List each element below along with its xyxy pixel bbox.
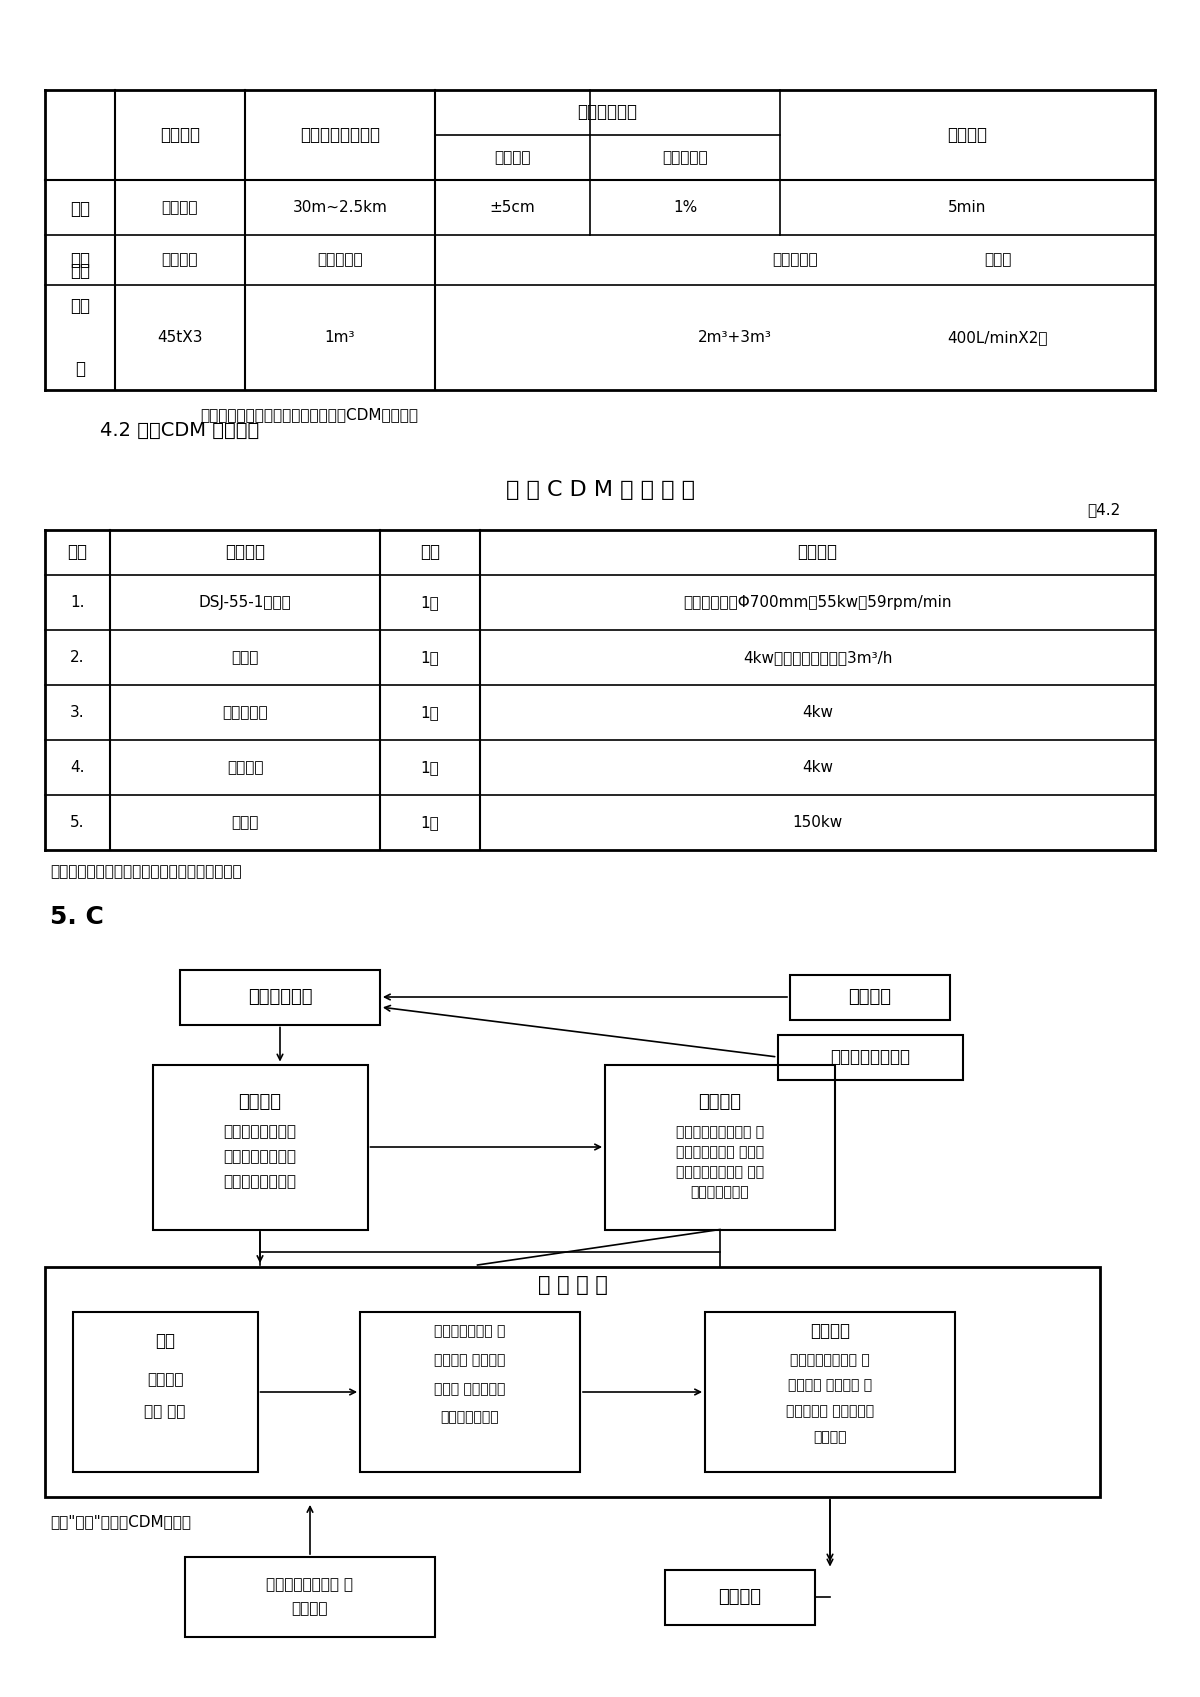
Text: 1台: 1台 (421, 704, 439, 720)
Text: 参数控制: 参数控制 (810, 1322, 850, 1341)
Text: 1台: 1台 (421, 596, 439, 609)
Text: 典型施工: 典型施工 (698, 1093, 742, 1112)
Bar (46, 1268, 1100, 1497)
Bar (152, 1064, 367, 1230)
Text: 灰浆泵: 灰浆泵 (232, 650, 259, 665)
Text: 微波测距: 微波测距 (162, 200, 198, 216)
Text: 2m³+3m³: 2m³+3m³ (698, 329, 772, 344)
Text: 灰浆搅拌机: 灰浆搅拌机 (317, 253, 362, 268)
Text: 水深（地面）测量 隆: 水深（地面）测量 隆 (266, 1578, 354, 1592)
Text: 施 工 作 业: 施 工 作 业 (538, 1274, 607, 1295)
Text: 1台: 1台 (421, 760, 439, 776)
Text: 垂直度偏差: 垂直度偏差 (662, 149, 708, 165)
Text: 注："（）"为陆上CDM施工。: 注："（）"为陆上CDM施工。 (50, 1514, 191, 1529)
Text: 主要功能: 主要功能 (798, 543, 838, 562)
Text: 4kw: 4kw (802, 760, 833, 776)
Text: 4kw，最大输浆能力为3m³/h: 4kw，最大输浆能力为3m³/h (743, 650, 892, 665)
Text: 水上有效测距范围: 水上有效测距范围 (300, 126, 380, 144)
Text: 150kw: 150kw (792, 815, 842, 830)
Text: 1台: 1台 (421, 815, 439, 830)
Text: 45tX3: 45tX3 (157, 329, 203, 344)
Text: 搅拌机贯入提速度 搅: 搅拌机贯入提速度 搅 (790, 1353, 870, 1368)
Text: 5. C: 5. C (50, 905, 104, 928)
Text: 设备系统的性能: 设备系统的性能 (691, 1185, 749, 1200)
Text: 室内配合比实验验: 室内配合比实验验 (830, 1049, 910, 1066)
Text: 障碍物探查及排除: 障碍物探查及排除 (223, 1174, 296, 1190)
Text: 离心水泵: 离心水泵 (227, 760, 263, 776)
Text: 数量: 数量 (420, 543, 440, 562)
Bar (665, 1570, 815, 1624)
Bar (180, 969, 380, 1025)
Bar (706, 1312, 955, 1471)
Text: 30m~2.5km: 30m~2.5km (293, 200, 388, 216)
Text: ±5cm: ±5cm (490, 200, 535, 216)
Bar (185, 1558, 436, 1638)
Text: 准备工作: 准备工作 (239, 1093, 282, 1112)
Text: 拌机转数 搅拌深度 水: 拌机转数 搅拌深度 水 (788, 1378, 872, 1393)
Text: 单轴、搅拌头Φ700mm，55kw，59rpm/min: 单轴、搅拌头Φ700mm，55kw，59rpm/min (683, 596, 952, 609)
Text: 搅拌 输浆: 搅拌 输浆 (144, 1403, 186, 1419)
Text: 400L/minX2台: 400L/minX2台 (947, 329, 1048, 344)
Bar (360, 1312, 580, 1471)
Text: 定位手段: 定位手段 (160, 126, 200, 144)
Text: 端处理 搅拌机提升: 端处理 搅拌机提升 (434, 1381, 505, 1397)
Text: 注：以天津港南疆煤码头中引桥桥台基础为例。: 注：以天津港南疆煤码头中引桥桥台基础为例。 (50, 864, 241, 879)
Text: 检查清洗搅拌机: 检查清洗搅拌机 (440, 1410, 499, 1424)
Text: 4kw: 4kw (802, 704, 833, 720)
Text: DSJ-55-1搅拌机: DSJ-55-1搅拌机 (199, 596, 292, 609)
Text: 定位时间: 定位时间 (948, 126, 988, 144)
Text: 1台: 1台 (421, 650, 439, 665)
Bar (778, 1035, 962, 1079)
Text: 3.: 3. (70, 704, 85, 720)
Text: 1.: 1. (71, 596, 85, 609)
Text: 现场调查: 现场调查 (848, 988, 892, 1006)
Text: 灰浆搅拌机: 灰浆搅拌机 (222, 704, 268, 720)
Text: 制浆: 制浆 (155, 1332, 175, 1349)
Text: 泥浆输送量 搅拌机扭矩: 泥浆输送量 搅拌机扭矩 (786, 1403, 874, 1419)
Text: 1%: 1% (673, 200, 697, 216)
Text: 搅拌系统的稳定性 其它: 搅拌系统的稳定性 其它 (676, 1166, 764, 1179)
Text: 注：以烟台港工程为例，我国第一代CDM搅拌船。: 注：以烟台港工程为例，我国第一代CDM搅拌船。 (200, 407, 418, 423)
Text: 测量定位系统设置: 测量定位系统设置 (223, 1125, 296, 1139)
Bar (605, 1064, 835, 1230)
Bar (790, 974, 950, 1020)
Text: 搅拌储浆罐: 搅拌储浆罐 (772, 253, 818, 268)
Text: 制输: 制输 (70, 251, 90, 270)
Text: 序号: 序号 (67, 543, 88, 562)
Text: 材料计量: 材料计量 (146, 1371, 184, 1386)
Text: 浆系


统: 浆系 统 (70, 297, 90, 378)
Text: 水深（地面）测量: 水深（地面）测量 (223, 1149, 296, 1164)
Text: （电流）: （电流） (814, 1431, 847, 1444)
Text: 水泥筒仓: 水泥筒仓 (162, 253, 198, 268)
Text: 2.: 2. (71, 650, 85, 665)
Text: 输浆泵: 输浆泵 (984, 253, 1012, 268)
Text: 平面偏差: 平面偏差 (494, 149, 530, 165)
Bar (72, 1312, 258, 1471)
Text: 设备名称: 设备名称 (226, 543, 265, 562)
Text: 施工组织设计: 施工组织设计 (247, 988, 312, 1006)
Text: 钻孔检验: 钻孔检验 (719, 1588, 762, 1605)
Text: 底性及着底标准 接合性: 底性及着底标准 接合性 (676, 1145, 764, 1159)
Text: 5.: 5. (71, 815, 85, 830)
Text: 5min: 5min (948, 200, 986, 216)
Text: 陆 上 C D M 施 工 设 备: 陆 上 C D M 施 工 设 备 (505, 480, 695, 501)
Text: 4.: 4. (71, 760, 85, 776)
Text: 拌机贯入 搅拌体下: 拌机贯入 搅拌体下 (434, 1353, 505, 1368)
Text: 加固土强度及均匀性 着: 加固土强度及均匀性 着 (676, 1125, 764, 1139)
Text: 4.2 陆上CDM 施工设备: 4.2 陆上CDM 施工设备 (100, 421, 259, 440)
Text: 起土挖除: 起土挖除 (292, 1602, 329, 1617)
Text: 定位


系统: 定位 系统 (70, 200, 90, 280)
Text: 1m³: 1m³ (325, 329, 355, 344)
Text: 表4.2: 表4.2 (1087, 502, 1120, 518)
Text: 移船（机）定位 搅: 移船（机）定位 搅 (434, 1324, 505, 1339)
Text: 发电机: 发电机 (232, 815, 259, 830)
Text: 系统定位精度: 系统定位精度 (577, 104, 637, 122)
